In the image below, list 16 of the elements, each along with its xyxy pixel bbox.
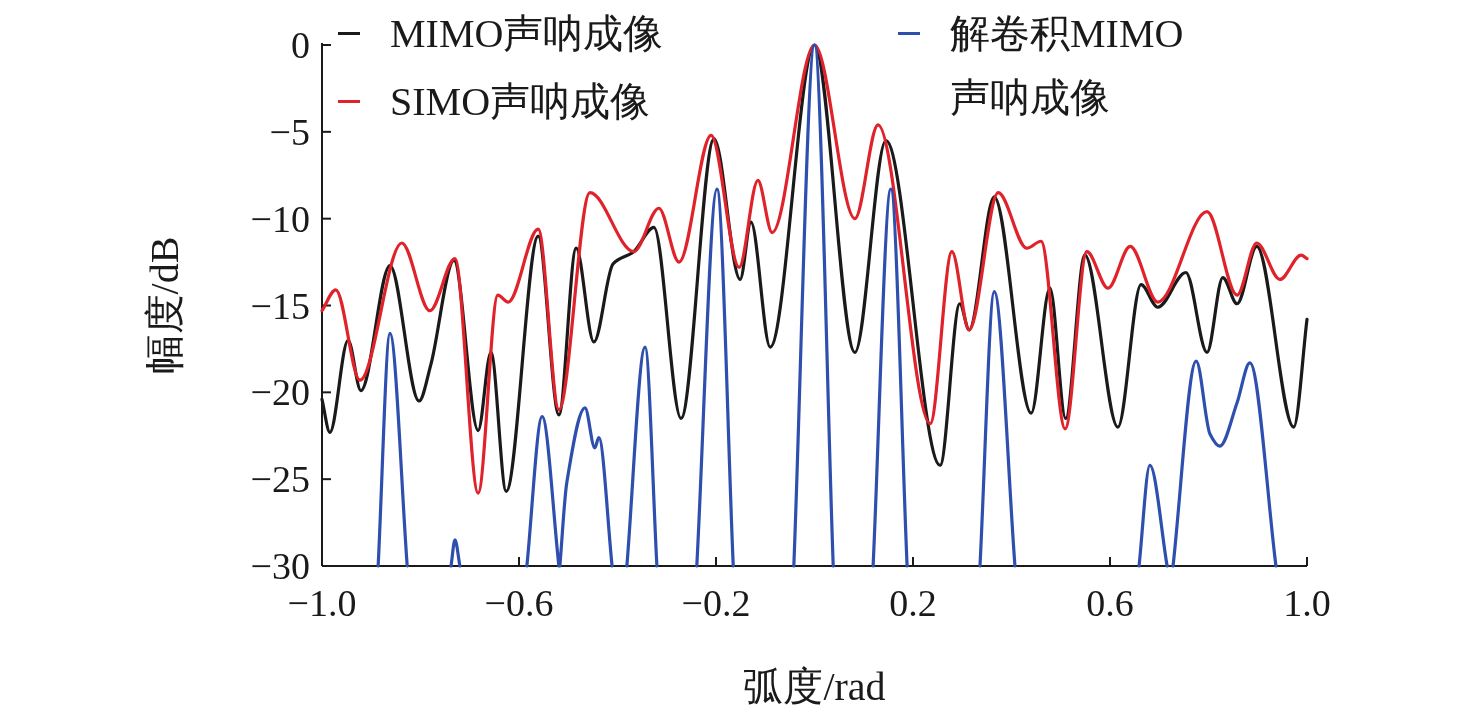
x-tick-label: −0.2 bbox=[681, 582, 751, 624]
y-tick-label: −15 bbox=[250, 284, 310, 327]
y-tick-label: −5 bbox=[269, 110, 310, 153]
x-tick-label: −0.6 bbox=[484, 582, 554, 624]
y-tick-label: 0 bbox=[291, 24, 310, 66]
x-tick-label: 1.0 bbox=[1283, 582, 1331, 624]
y-axis-title: 幅度/dB bbox=[142, 236, 187, 375]
x-tick-label: 0.2 bbox=[889, 582, 937, 624]
legend-label: MIMO声呐成像 bbox=[390, 10, 664, 58]
x-tick-label: 0.6 bbox=[1086, 582, 1134, 624]
y-tick-label: −10 bbox=[250, 197, 310, 240]
y-tick-label: −20 bbox=[250, 371, 310, 414]
y-tick-label: −25 bbox=[250, 458, 310, 501]
x-axis-title: 弧度/rad bbox=[743, 664, 886, 709]
legend-label: 解卷积MIMO声呐成像 bbox=[950, 10, 1185, 122]
legend-label: SIMO声呐成像 bbox=[390, 78, 651, 126]
